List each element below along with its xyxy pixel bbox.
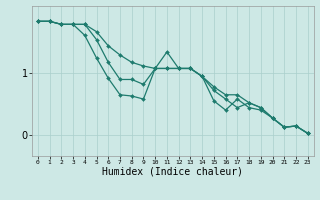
X-axis label: Humidex (Indice chaleur): Humidex (Indice chaleur) (102, 167, 243, 177)
